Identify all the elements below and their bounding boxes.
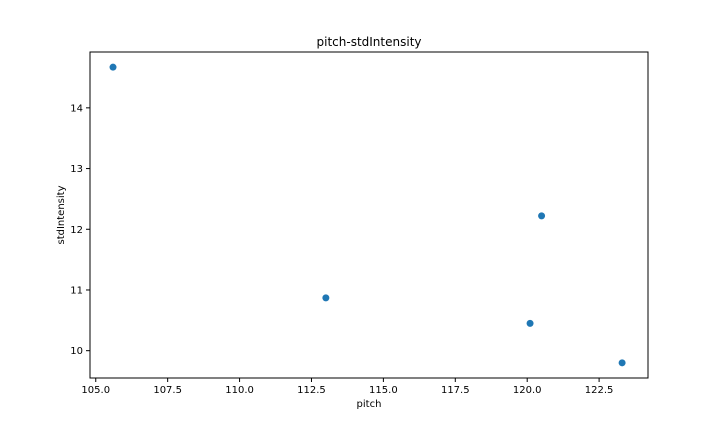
data-point [109,63,117,71]
x-tick-label: 105.0 [81,385,110,396]
x-tick-label: 112.5 [297,385,326,396]
x-tick-label: 110.0 [225,385,254,396]
plot-area [90,52,648,378]
y-tick-label: 13 [70,164,83,175]
data-point [526,319,534,327]
x-axis-ticks: 105.0 107.5 110.0 112.5 115.0 117.5 120.0 122.5 [81,378,613,396]
x-tick-label: 115.0 [369,385,398,396]
chart-title: pitch-stdIntensity [317,35,422,49]
x-tick-label: 122.5 [585,385,614,396]
x-axis-label: pitch [357,399,382,410]
x-tick-label: 117.5 [441,385,470,396]
y-tick-label: 11 [70,285,83,296]
data-point [618,359,626,367]
data-point [538,212,546,220]
data-points [109,63,626,367]
plot-frame [89,51,649,379]
x-tick-label: 107.5 [153,385,182,396]
x-tick-label: 120.0 [513,385,542,396]
y-tick-label: 14 [70,103,83,114]
y-axis-label: stdIntensity [56,185,67,244]
y-tick-label: 12 [70,225,83,236]
data-point [322,294,330,302]
y-axis-ticks: 10 11 12 13 14 [70,103,90,357]
y-tick-label: 10 [70,346,83,357]
